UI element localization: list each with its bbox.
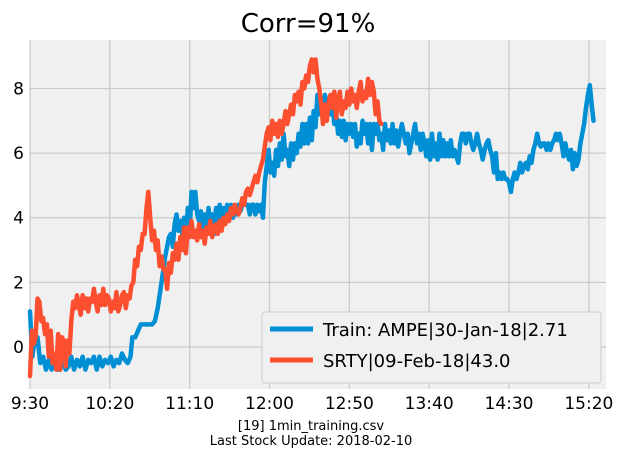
x-tick-labels: 9:30 10:20 11:10 12:00 12:50 13:40 14:30 15:20	[11, 394, 613, 414]
x-tick-label: 14:30	[485, 394, 534, 414]
x-tick-label: 15:20	[564, 394, 613, 414]
x-tick-label: 11:10	[165, 394, 214, 414]
legend-label-train: Train: AMPE|30-Jan-18|2.71	[322, 320, 568, 341]
legend: Train: AMPE|30-Jan-18|2.71 SRTY|09-Feb-1…	[261, 311, 602, 384]
y-tick-label: 8	[13, 79, 24, 99]
y-tick-labels: 0 2 4 6 8	[13, 79, 24, 358]
series-group	[27, 57, 596, 379]
legend-label-srty: SRTY|09-Feb-18|43.0	[323, 351, 511, 372]
x-tick-label: 13:40	[405, 394, 454, 414]
y-tick-label: 0	[13, 338, 24, 358]
y-tick-label: 2	[13, 273, 24, 293]
series-line-1	[27, 57, 384, 379]
y-tick-label: 4	[13, 209, 24, 229]
x-tick-label: 12:00	[245, 394, 294, 414]
chart-title: Corr=91%	[241, 9, 376, 39]
x-tick-label: 12:50	[325, 394, 374, 414]
x-tick-label: 9:30	[11, 394, 49, 414]
x-tick-label: 10:20	[85, 394, 134, 414]
footer-filename: [19] 1min_training.csv	[238, 419, 385, 434]
legend-box	[261, 311, 602, 384]
footer-update: Last Stock Update: 2018-02-10	[210, 434, 412, 449]
y-tick-label: 6	[13, 144, 24, 164]
